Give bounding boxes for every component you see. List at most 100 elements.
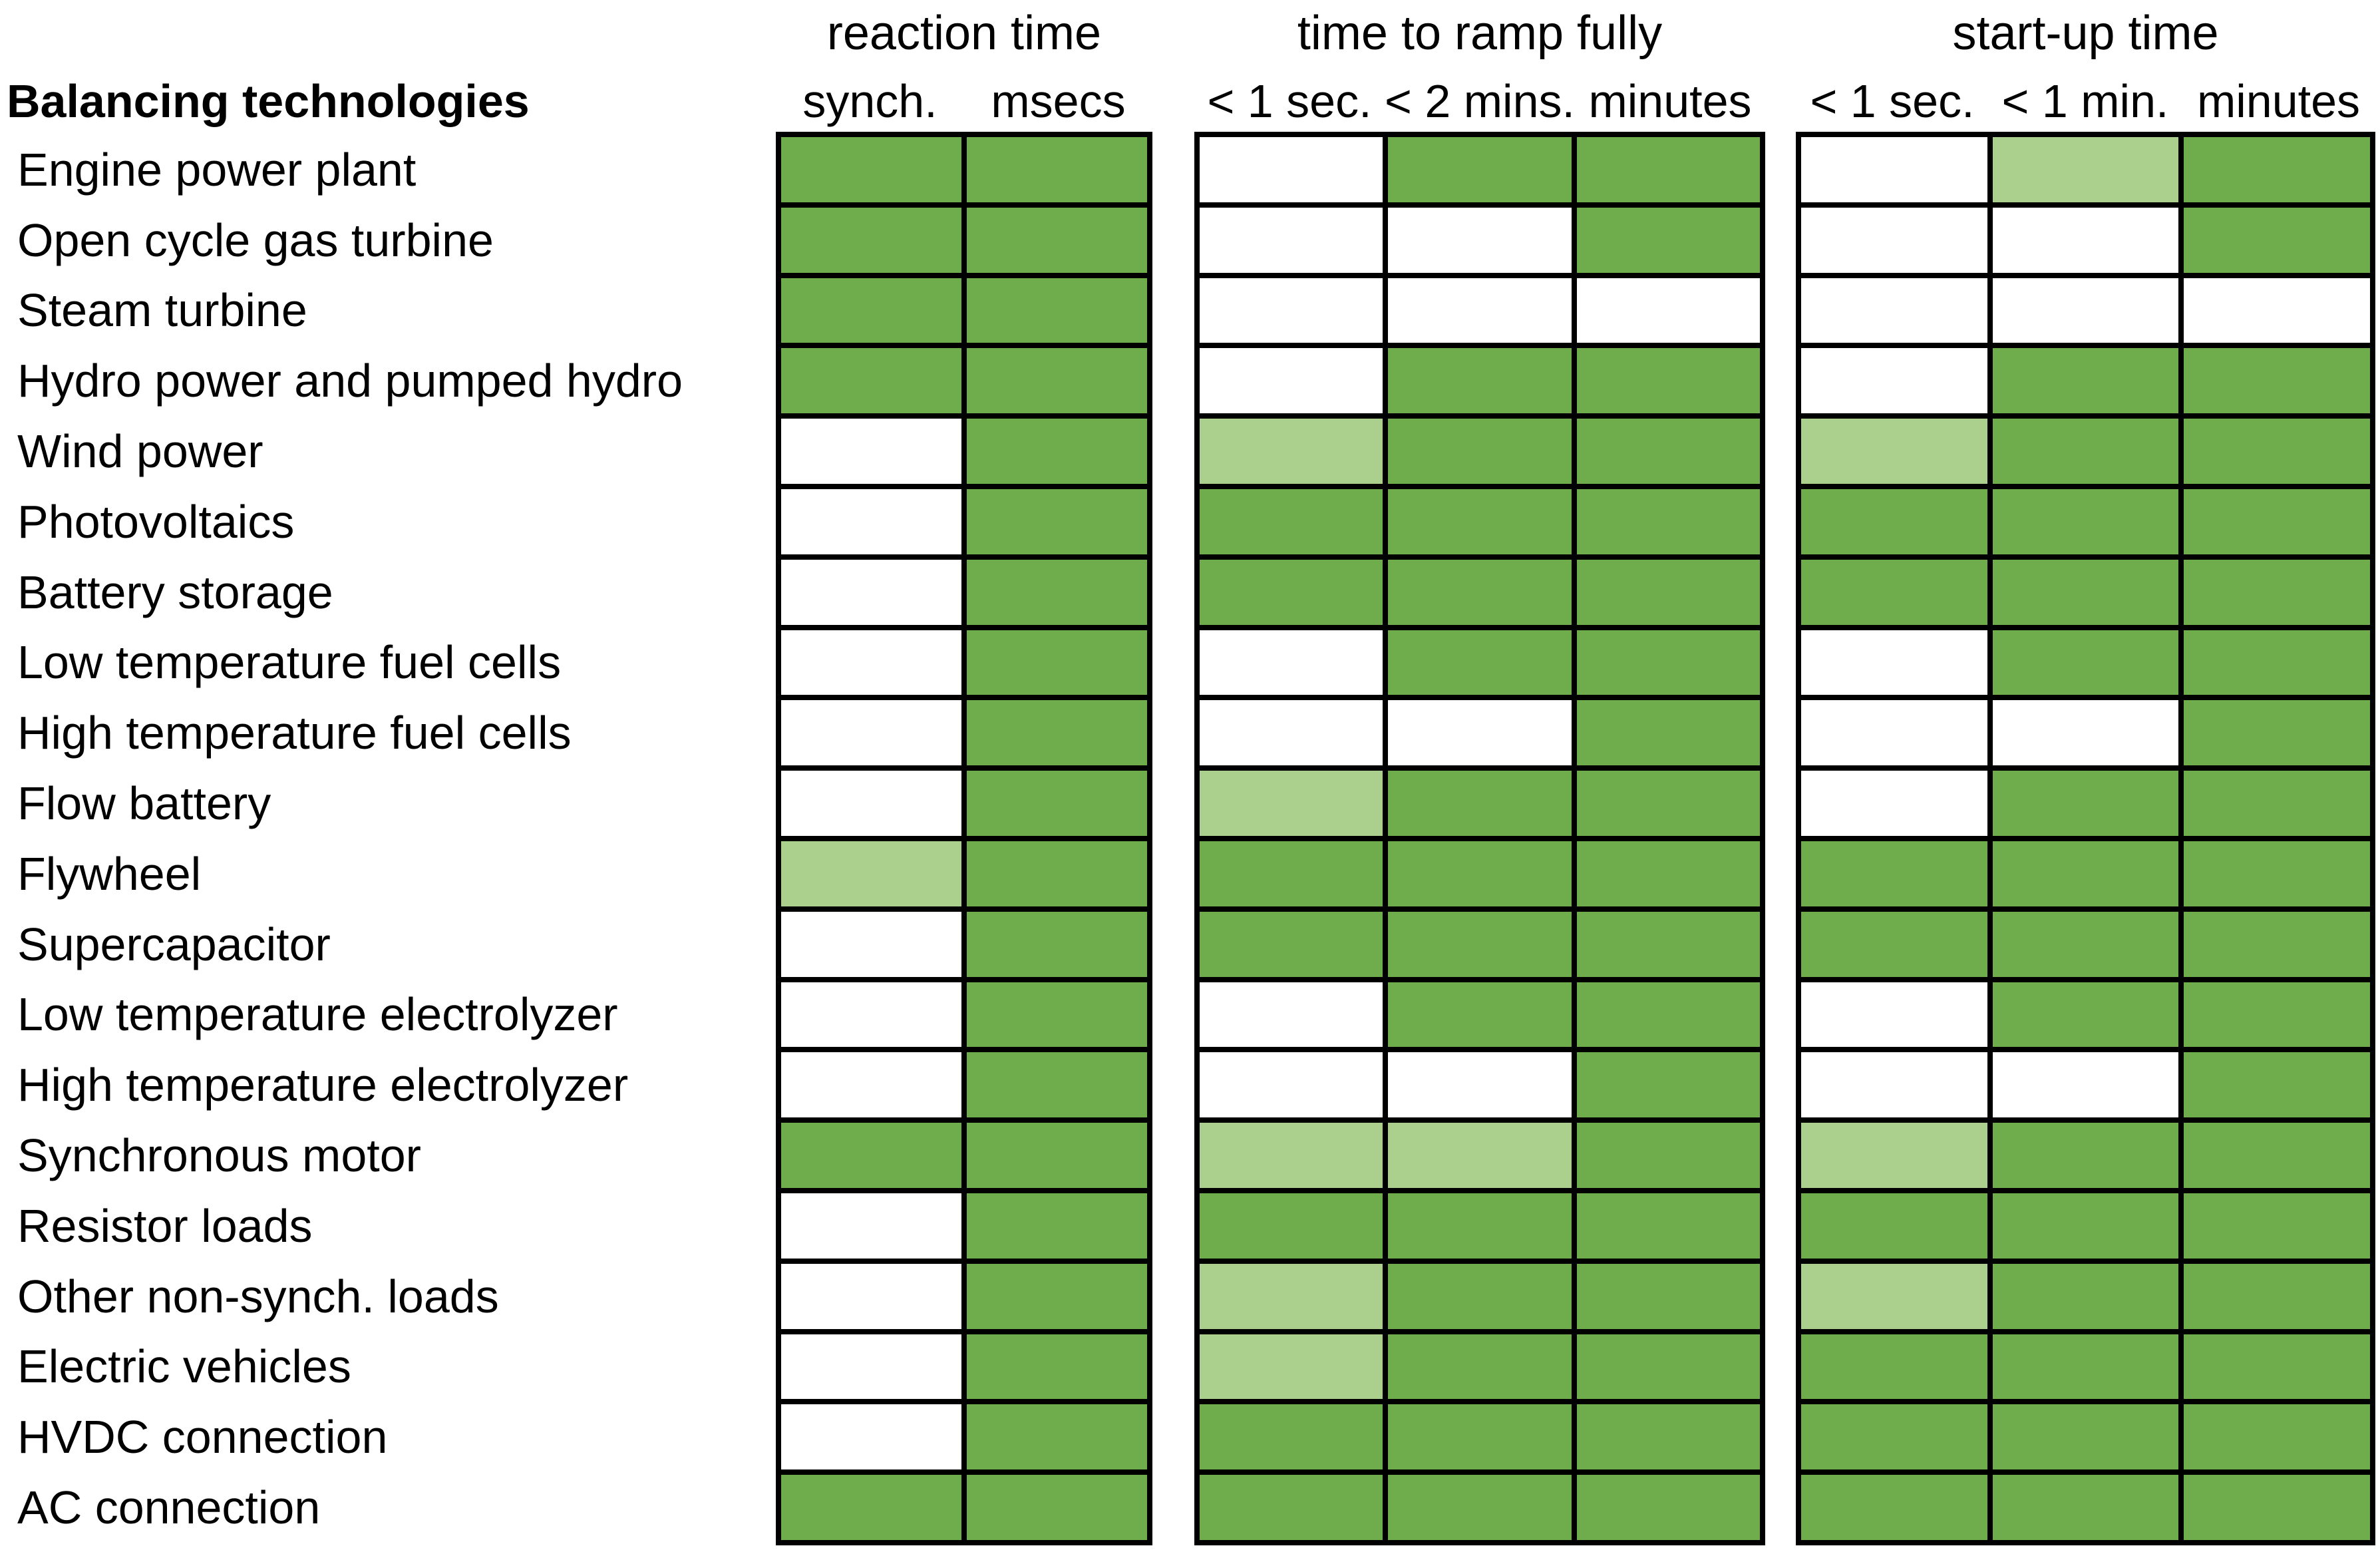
row-label: Photovoltaics [17,495,295,548]
matrix-cell-full [1576,1404,1760,1470]
matrix-cell-none [1801,1052,1987,1118]
matrix-cell-full [1576,207,1760,273]
matrix-cell-full [967,559,1147,625]
matrix-cell-full [1801,559,1987,625]
matrix-cell-none [781,1404,961,1470]
matrix-cell-partial [1801,1123,1987,1188]
matrix-cell-full [967,1052,1147,1118]
matrix-cell-full [1200,1193,1383,1259]
matrix-cell-full [1801,1404,1987,1470]
matrix-cell-full [1576,1123,1760,1188]
matrix-cell-none [1388,207,1572,273]
matrix-cell-full [1576,630,1760,695]
matrix-cell-full [1388,982,1572,1048]
matrix-cell-full [2184,700,2370,766]
row-label: Flow battery [17,777,271,830]
matrix-cell-full [1388,630,1572,695]
matrix-cell-full [1992,348,2179,414]
matrix-cell-full [1992,488,2179,554]
matrix-cell-none [1200,700,1383,766]
matrix-cell-full [1992,1123,2179,1188]
matrix-cell-full [1576,1193,1760,1259]
matrix-cell-full [1992,419,2179,484]
row-label: Battery storage [17,566,333,618]
column-header-synch: synch. [802,75,937,127]
matrix-cell-full [781,1123,961,1188]
matrix-cell-full [1388,1334,1572,1400]
row-label: High temperature electrolyzer [17,1059,629,1111]
matrix-cell-full [2184,1263,2370,1329]
matrix-cell-full [1388,137,1572,202]
column-header-startup-minutes: minutes [2196,75,2361,127]
matrix-cell-none [1576,278,1760,343]
matrix-cell-none [1388,700,1572,766]
matrix-cell-full [1801,1334,1987,1400]
matrix-cell-full [1200,911,1383,977]
column-header-ramp-minutes: minutes [1588,75,1752,127]
matrix-cell-full [1992,630,2179,695]
matrix-cell-full [2184,841,2370,906]
matrix-cell-full [1576,1052,1760,1118]
matrix-cell-full [1388,771,1572,836]
matrix-cell-full [967,207,1147,273]
row-label: Engine power plant [17,143,417,196]
matrix-cell-partial [1200,419,1383,484]
matrix-cell-none [1801,348,1987,414]
matrix-cell-partial [1992,137,2179,202]
matrix-cell-full [1388,841,1572,906]
matrix-cell-full [1992,982,2179,1048]
row-label: Low temperature fuel cells [17,636,562,689]
matrix-cell-full [2184,419,2370,484]
matrix-cell-full [967,1334,1147,1400]
matrix-cell-none [1200,630,1383,695]
matrix-cell-full [1576,771,1760,836]
matrix-cell-full [1388,348,1572,414]
matrix-cell-full [1576,559,1760,625]
matrix-cell-none [781,1052,961,1118]
matrix-cell-full [1992,1193,2179,1259]
matrix-cell-none [1801,630,1987,695]
matrix-cell-none [781,771,961,836]
matrix-cell-full [1801,841,1987,906]
matrix-cell-full [2184,1404,2370,1470]
matrix-cell-full [967,1263,1147,1329]
matrix-cell-full [2184,1123,2370,1188]
row-label: Synchronous motor [17,1129,421,1182]
column-header-startup-lt-1-sec: < 1 sec. [1810,75,1975,127]
matrix-cell-none [1992,278,2179,343]
matrix-cell-none [781,1334,961,1400]
matrix-cell-none [781,630,961,695]
row-label: Wind power [17,425,263,478]
matrix-cell-none [1388,1052,1572,1118]
matrix-cell-full [967,348,1147,414]
matrix-cell-full [2184,982,2370,1048]
matrix-cell-full [1576,348,1760,414]
matrix-cell-full [967,419,1147,484]
matrix-cell-partial [1801,419,1987,484]
matrix-cell-full [1388,559,1572,625]
matrix-cell-full [1992,771,2179,836]
matrix-cell-none [1801,700,1987,766]
matrix-cell-none [1801,207,1987,273]
matrix-cell-none [781,1193,961,1259]
matrix-cell-full [967,700,1147,766]
matrix-cell-full [1576,137,1760,202]
column-header-ramp-lt-2-mins: < 2 mins. [1385,75,1575,127]
matrix-cell-full [2184,348,2370,414]
matrix-cell-full [1576,419,1760,484]
matrix-cell-none [1801,771,1987,836]
matrix-cell-partial [1200,1334,1383,1400]
matrix-cell-full [967,1193,1147,1259]
matrix-cell-full [1200,559,1383,625]
row-label: Hydro power and pumped hydro [17,355,683,407]
matrix-cell-full [1576,982,1760,1048]
matrix-cell-full [1388,1193,1572,1259]
matrix-cell-none [1200,982,1383,1048]
matrix-cell-full [1801,1193,1987,1259]
matrix-cell-full [1992,1263,2179,1329]
matrix-cell-none [781,700,961,766]
matrix-cell-full [781,207,961,273]
matrix-cell-none [2184,278,2370,343]
matrix-cell-full [1576,841,1760,906]
row-label: AC connection [17,1481,321,1534]
